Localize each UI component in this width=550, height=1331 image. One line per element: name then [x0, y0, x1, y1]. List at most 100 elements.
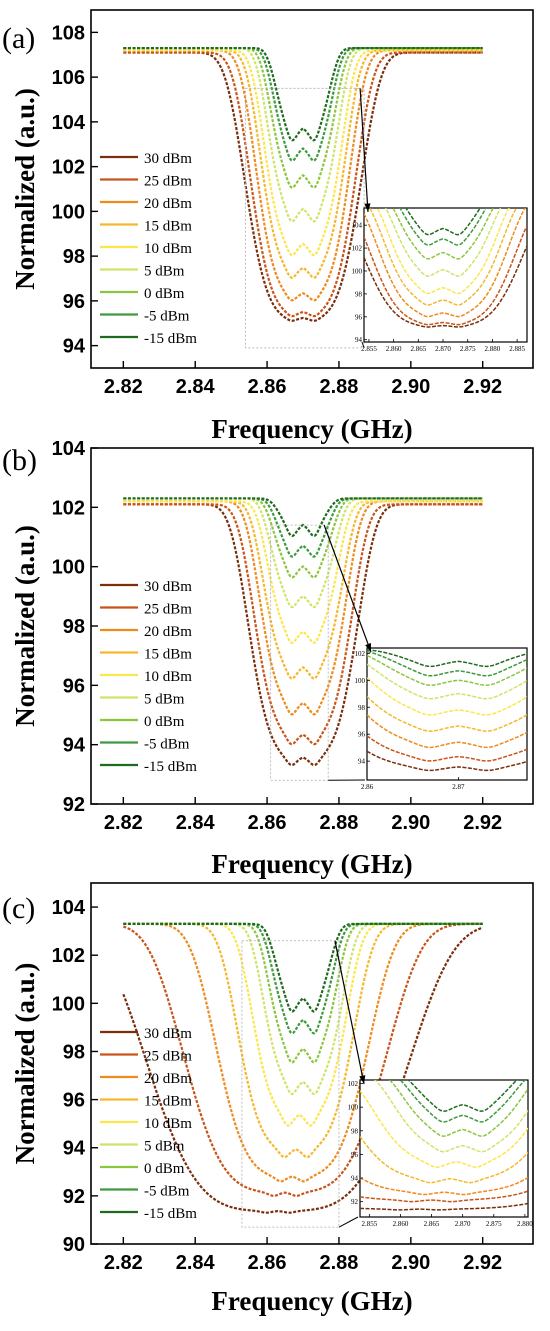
y-tick-label: 102 — [52, 945, 85, 967]
inset-y-tick-label: 94 — [355, 336, 363, 344]
legend-entry: -5 dBm — [144, 1184, 190, 1200]
x-tick-label: 2.92 — [463, 812, 502, 834]
zoom-arrow-head — [359, 1075, 366, 1084]
inset-series-line — [367, 735, 527, 762]
y-tick-label: 102 — [52, 157, 85, 179]
x-tick-label: 2.86 — [248, 812, 287, 834]
inset-series-line — [367, 714, 527, 749]
inset-series-group — [367, 649, 527, 772]
inset-chart: 2.855 2.860 2.865 2.870 2.875 2.880 2.885 94 96 9… — [352, 207, 528, 353]
inset-y-tick-label: 102 — [348, 1080, 359, 1088]
panel-label: (a) — [2, 22, 35, 55]
x-tick-label: 2.88 — [319, 812, 358, 834]
inset-series-line — [364, 208, 526, 318]
inset-series-line — [399, 208, 487, 246]
chart-panel-0: (a) 2.82 2.84 2.86 2.88 2.90 2.92 94 96 98 100 102 1… — [2, 9, 534, 444]
inset-x-tick-label: 2.885 — [509, 345, 525, 353]
y-tick-label: 96 — [63, 291, 85, 313]
chart-panel-1: (b) 2.82 2.84 2.86 2.88 2.90 2.92 92 94 96 98 100 10… — [2, 438, 534, 879]
inset-series-line — [367, 750, 527, 772]
inset-chart: 2.86 2.87 94 96 98 100 102 — [355, 647, 528, 791]
inset-x-tick-label: 2.875 — [460, 345, 476, 353]
inset-y-tick-label: 100 — [355, 677, 366, 685]
legend-entry: -5 dBm — [144, 309, 190, 325]
inset-series-line — [360, 1202, 528, 1211]
series-line-10dbm — [123, 49, 483, 257]
inset-series-line — [374, 1080, 528, 1153]
legend-entry: 30 dBm — [144, 151, 192, 167]
y-axis-title: Normalized (a.u.) — [10, 88, 40, 290]
inset-y-tick-label: 92 — [351, 1198, 359, 1206]
inset-x-tick-label: 2.865 — [424, 1220, 440, 1228]
inset-series-line — [399, 1080, 527, 1123]
legend-entry: -5 dBm — [144, 737, 190, 753]
series-group — [123, 46, 483, 322]
inset-x-tick-label: 2.880 — [485, 345, 501, 353]
legend-entry: 20 dBm — [144, 196, 192, 212]
zoom-arrow — [323, 524, 372, 653]
legend-entry: 0 dBm — [144, 1161, 185, 1177]
x-tick-label: 2.84 — [176, 1252, 216, 1274]
x-tick-label: 2.82 — [104, 376, 143, 398]
legend-entry: 0 dBm — [144, 714, 185, 730]
inset-series-line — [405, 208, 482, 236]
inset-x-tick-label: 2.86 — [361, 783, 374, 791]
y-tick-label: 98 — [63, 1041, 85, 1063]
y-tick-label: 100 — [52, 557, 85, 579]
inset-y-tick-label: 102 — [352, 245, 363, 253]
inset-y-tick-label: 104 — [352, 222, 363, 230]
inset-series-line — [364, 245, 527, 328]
legend-entry: 25 dBm — [144, 602, 192, 618]
inset-series-line — [367, 654, 527, 686]
y-tick-label: 92 — [63, 1186, 85, 1208]
zoom-arrow-lower — [361, 341, 365, 349]
y-tick-label: 96 — [63, 1090, 85, 1112]
y-tick-label: 98 — [63, 616, 85, 638]
panel-label: (c) — [2, 892, 35, 925]
zoom-arrow — [334, 940, 365, 1085]
x-tick-label: 2.84 — [176, 812, 216, 834]
zoom-arrow — [359, 88, 369, 213]
inset-series-line — [376, 208, 510, 295]
inset-chart: 2.855 2.860 2.865 2.870 2.875 2.880 92 94 96 98 10… — [348, 1079, 533, 1228]
inset-series-line — [360, 1136, 528, 1184]
y-tick-label: 94 — [63, 735, 86, 757]
x-tick-label: 2.84 — [176, 376, 216, 398]
x-tick-label: 2.86 — [248, 376, 287, 398]
series-line-25dbm — [123, 503, 483, 746]
inset-frame — [363, 207, 528, 343]
inset-series-line — [368, 208, 518, 306]
inset-frame — [359, 1079, 529, 1218]
inset-y-tick-label: 96 — [355, 313, 363, 321]
series-line-25dbm — [123, 51, 483, 318]
legend-entry: 15 dBm — [144, 219, 192, 235]
legend-entry: 30 dBm — [144, 579, 192, 595]
inset-y-tick-label: 100 — [352, 267, 363, 275]
inset-frame — [366, 647, 528, 781]
legend-entry: 10 dBm — [144, 669, 192, 685]
legend-entry: 30 dBm — [144, 1026, 192, 1042]
inset-series-line — [367, 677, 527, 716]
legend-entry: 5 dBm — [144, 264, 185, 280]
y-tick-label: 98 — [63, 246, 85, 268]
zoom-region — [241, 940, 340, 1228]
y-tick-label: 96 — [63, 675, 85, 697]
legend-entry: 15 dBm — [144, 1094, 192, 1110]
plot-frame — [90, 882, 534, 1245]
y-tick-label: 104 — [52, 897, 86, 919]
series-line--15dbm — [123, 922, 483, 1013]
y-tick-label: 94 — [63, 1138, 86, 1160]
y-tick-label: 102 — [52, 497, 85, 519]
legend-entry: 5 dBm — [144, 1139, 185, 1155]
y-tick-label: 104 — [52, 438, 86, 460]
inset-series-line — [360, 1090, 528, 1168]
inset-y-tick-label: 96 — [351, 1151, 359, 1159]
x-tick-label: 2.82 — [104, 812, 143, 834]
series-line--15dbm — [123, 46, 483, 142]
zoom-arrow-lower — [338, 1216, 359, 1228]
legend-entry: 5 dBm — [144, 692, 185, 708]
series-line-10dbm — [123, 500, 483, 644]
series-group — [122, 922, 484, 1214]
legend-entry: 20 dBm — [144, 1071, 192, 1087]
